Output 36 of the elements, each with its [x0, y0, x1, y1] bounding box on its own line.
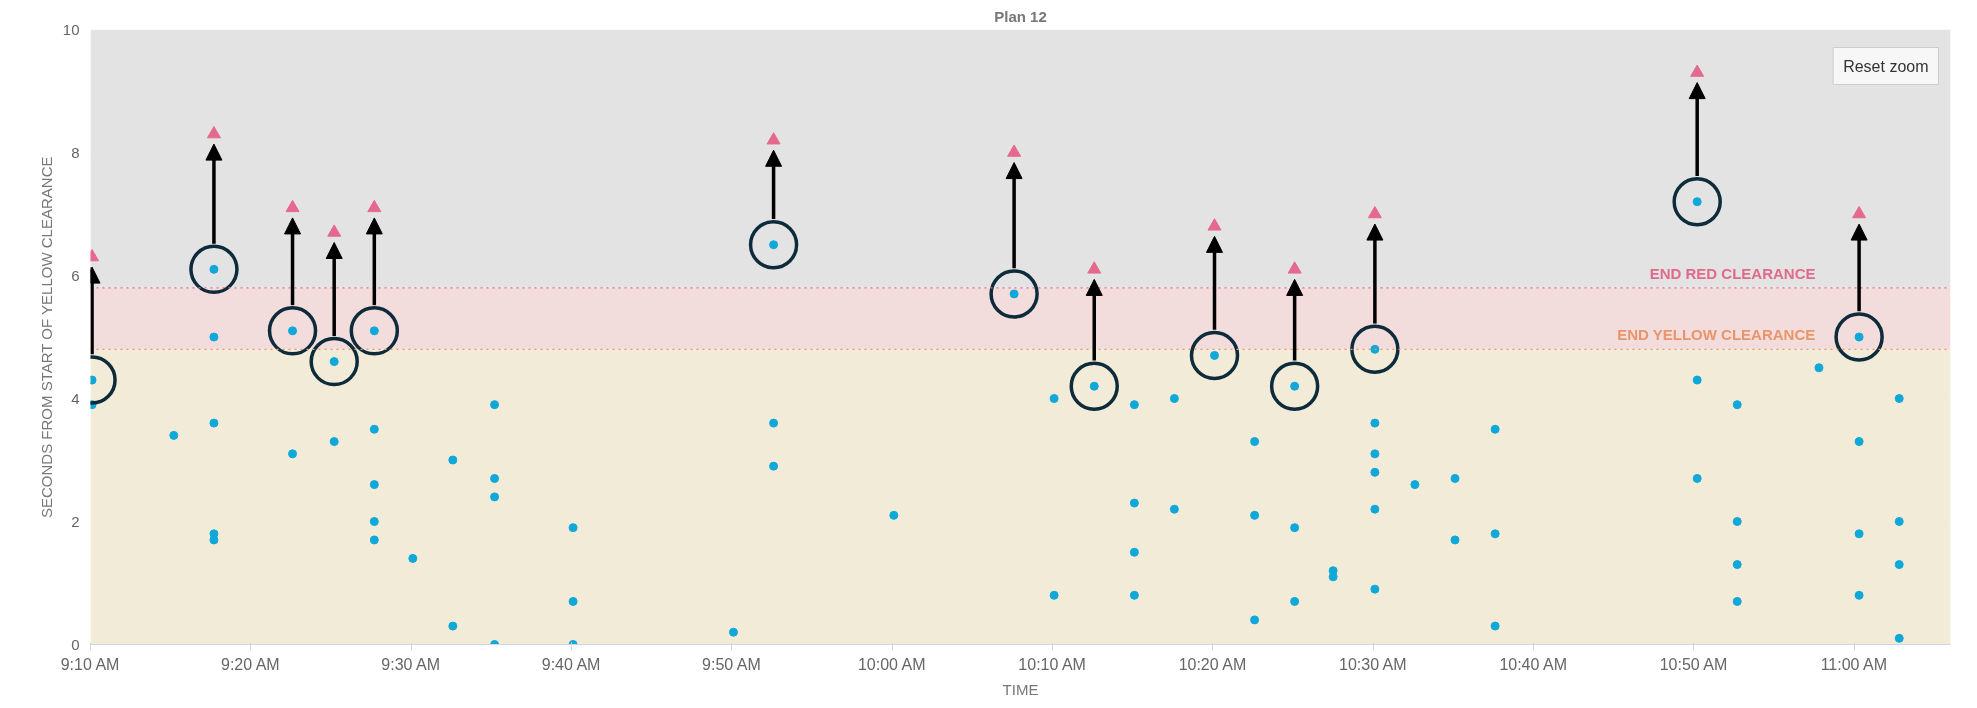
point [1207, 218, 1222, 231]
point [1287, 261, 1302, 274]
x-tick-label: 10:00 AM [857, 655, 926, 673]
x-tick-label: 10:50 AM [1659, 655, 1728, 673]
point [1852, 205, 1867, 219]
y-tick-label: 2 [71, 512, 80, 530]
point [327, 224, 342, 237]
x-tick-label: 10:40 AM [1499, 655, 1567, 673]
point [1087, 261, 1102, 274]
x-tick-label: 9:20 AM [220, 655, 280, 673]
y-tick-label: 6 [71, 266, 80, 284]
ref-line-label: END YELLOW CLEARANCE [1617, 326, 1816, 344]
y-tick-label: 10 [62, 20, 80, 38]
x-tick-label: 9:30 AM [381, 655, 441, 673]
x-tick-label: 11:00 AM [1820, 655, 1888, 673]
x-tick-label: 9:40 AM [541, 655, 601, 673]
ref-line-label: END RED CLEARANCE [1649, 264, 1816, 282]
point [367, 199, 382, 213]
y-axis-title: SECONDS FROM START OF YELLOW CLEARANCE [37, 156, 55, 518]
point [766, 132, 781, 145]
point [285, 199, 300, 213]
chart-title: Plan 12 [994, 7, 1047, 25]
x-axis-title: TIME [1002, 680, 1039, 698]
y-tick-label: 0 [71, 635, 80, 653]
x-tick-label: 10:10 AM [1018, 655, 1086, 673]
point [1690, 64, 1705, 77]
point [1367, 205, 1382, 219]
x-tick-label: 9:10 AM [60, 655, 120, 673]
y-tick-label: 4 [71, 389, 80, 407]
point [1007, 144, 1022, 157]
x-tick-label: 9:50 AM [702, 655, 761, 673]
x-tick-label: 10:30 AM [1339, 655, 1407, 673]
point [206, 126, 221, 139]
annotation: Reset zoom [1843, 57, 1929, 75]
x-tick-label: 10:20 AM [1178, 655, 1247, 673]
y-tick-label: 8 [71, 143, 80, 161]
